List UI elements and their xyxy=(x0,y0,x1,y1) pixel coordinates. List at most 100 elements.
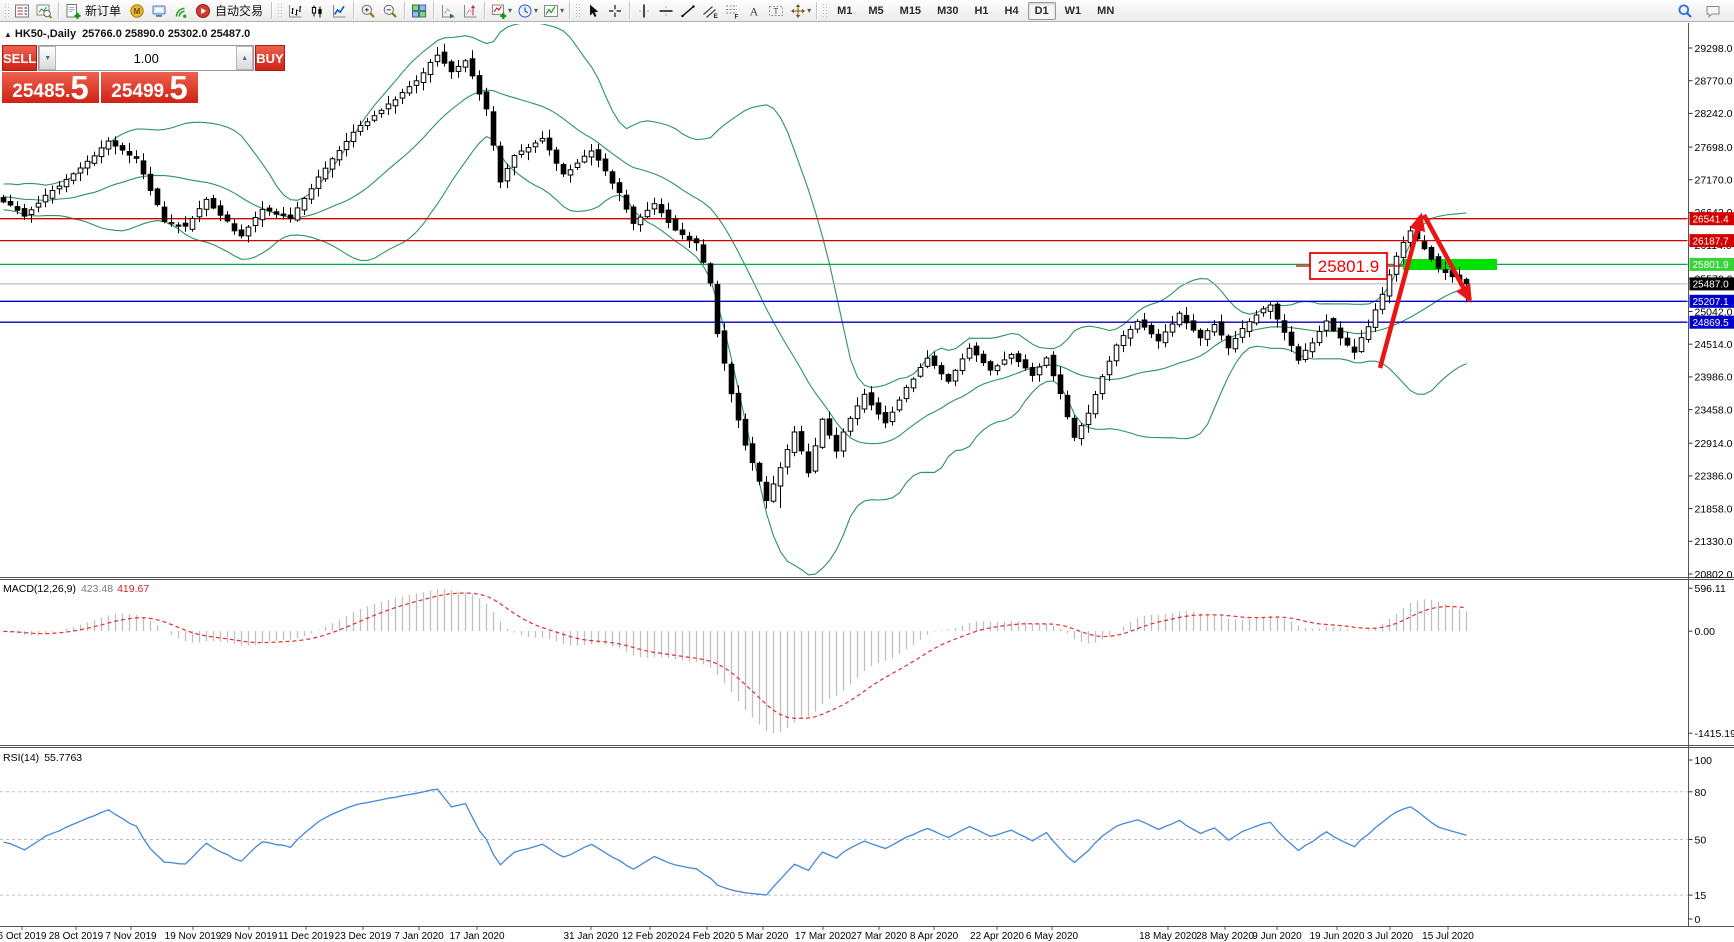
toolbar-drag-handle[interactable] xyxy=(277,3,283,18)
chart-ohlc-values: 25766.0 25890.0 25302.0 25487.0 xyxy=(82,28,251,40)
y-axis-tick-label: 21858.0 xyxy=(1695,503,1733,515)
candles-chart-icon[interactable] xyxy=(306,1,328,21)
periods-clock-icon[interactable] xyxy=(514,1,536,21)
line-chart-icon[interactable] xyxy=(328,1,350,21)
tile-windows-icon[interactable] xyxy=(408,1,430,21)
timeframe-w1-button[interactable]: W1 xyxy=(1064,4,1082,17)
toolbar-separator xyxy=(569,2,571,19)
dropdown-caret-icon[interactable]: ▾ xyxy=(534,6,539,15)
y-axis-tick-label: 24514.0 xyxy=(1695,339,1733,351)
collapse-icon[interactable]: ▲ xyxy=(4,30,12,39)
candle xyxy=(602,158,609,172)
new-order-label[interactable]: 新订单 xyxy=(85,4,122,18)
arrows-icon[interactable] xyxy=(787,1,809,21)
dropdown-caret-icon[interactable]: ▾ xyxy=(807,6,812,15)
timeframe-m30-button[interactable]: M30 xyxy=(937,4,959,17)
autotrading-icon[interactable] xyxy=(192,1,214,21)
sell-price[interactable]: 25485. 5 xyxy=(2,71,99,104)
zoom-out-icon[interactable] xyxy=(379,1,401,21)
timeframe-h4-button[interactable]: H4 xyxy=(1004,4,1019,17)
candle xyxy=(462,60,469,68)
timeframe-h1-button[interactable]: H1 xyxy=(974,4,989,17)
text-label-icon[interactable]: T xyxy=(765,1,787,21)
market-watch-icon[interactable] xyxy=(11,1,33,21)
candle xyxy=(1148,324,1155,335)
templates-icon[interactable] xyxy=(540,1,562,21)
candle xyxy=(595,149,602,161)
candle xyxy=(1176,312,1183,326)
toolbar-drag-handle[interactable] xyxy=(822,3,828,18)
toolbar-drag-handle[interactable] xyxy=(4,3,9,18)
candle xyxy=(35,202,42,208)
candle xyxy=(728,363,735,395)
candle xyxy=(238,229,245,237)
volume-input[interactable] xyxy=(56,46,237,70)
volume-decrease-button[interactable]: ▼ xyxy=(39,46,57,70)
search-icon[interactable] xyxy=(1674,1,1696,21)
cursor-icon[interactable] xyxy=(582,1,604,21)
timeframe-mn-button[interactable]: MN xyxy=(1097,4,1115,17)
candle xyxy=(805,451,812,474)
text-icon[interactable]: A xyxy=(743,1,765,21)
candle xyxy=(217,205,224,216)
candle xyxy=(434,54,441,63)
trendline-icon[interactable] xyxy=(677,1,699,21)
horizontal-line-icon[interactable] xyxy=(655,1,677,21)
vertical-line-icon[interactable] xyxy=(633,1,655,21)
timeframe-m15-button[interactable]: M15 xyxy=(899,4,922,17)
x-axis-date-label: 24 Feb 2020 xyxy=(679,931,736,942)
candle xyxy=(112,140,119,147)
sell-button[interactable]: SELL xyxy=(2,45,38,71)
auto-scroll-icon[interactable] xyxy=(437,1,459,21)
new-order-icon[interactable] xyxy=(62,1,84,21)
candle xyxy=(658,204,665,214)
candle xyxy=(490,111,497,146)
toolbar-right-icons xyxy=(1674,1,1732,21)
zoom-in-icon[interactable] xyxy=(357,1,379,21)
fibonacci-icon[interactable]: F xyxy=(721,1,743,21)
crosshair-icon[interactable] xyxy=(604,1,626,21)
volume-increase-button[interactable]: ▲ xyxy=(236,46,254,70)
price-badge-label: 26541.4 xyxy=(1693,215,1730,226)
macd-name: MACD(12,26,9) xyxy=(3,583,76,595)
autotrading-label[interactable]: 自动交易 xyxy=(215,4,264,18)
candle xyxy=(749,443,756,463)
signals-icon[interactable] xyxy=(170,1,192,21)
timeframe-m1-button[interactable]: M1 xyxy=(837,4,853,17)
terminal-icon[interactable] xyxy=(148,1,170,21)
chart-shift-icon[interactable] xyxy=(459,1,481,21)
buy-button[interactable]: BUY xyxy=(255,45,285,71)
price-badge xyxy=(1689,277,1734,291)
candle xyxy=(651,203,658,210)
candle xyxy=(714,284,721,335)
toolbar-drag-handle[interactable] xyxy=(575,3,581,18)
chat-icon[interactable] xyxy=(1702,1,1724,21)
buy-price[interactable]: 25499. 5 xyxy=(101,71,198,104)
candle xyxy=(1316,331,1323,344)
bars-chart-icon[interactable] xyxy=(284,1,306,21)
candle xyxy=(28,209,35,216)
dropdown-caret-icon[interactable]: ▾ xyxy=(508,6,513,15)
x-axis-date-label: 5 Mar 2020 xyxy=(738,931,789,942)
dropdown-caret-icon[interactable]: ▾ xyxy=(560,6,565,15)
navigator-icon[interactable] xyxy=(33,1,55,21)
candle xyxy=(175,224,182,227)
mql-community-icon[interactable]: M xyxy=(126,1,148,21)
annotation-arrow-down[interactable] xyxy=(1422,213,1472,304)
equidistant-channel-icon[interactable]: E xyxy=(699,1,721,21)
annotation-arrow-up[interactable] xyxy=(1377,212,1426,369)
svg-text:F: F xyxy=(735,13,739,19)
candle xyxy=(329,158,336,170)
candle xyxy=(1267,304,1274,312)
add-indicator-icon[interactable] xyxy=(488,1,510,21)
candle xyxy=(1162,331,1169,344)
timeframe-d1-button[interactable]: D1 xyxy=(1027,1,1056,20)
chart-title: ▲ HK50-,Daily 25766.0 25890.0 25302.0 2548… xyxy=(4,28,250,40)
x-axis-date-label: 6 May 2020 xyxy=(1026,931,1079,942)
timeframe-m5-button[interactable]: M5 xyxy=(868,4,884,17)
candle xyxy=(1078,425,1085,440)
candle xyxy=(1435,256,1442,269)
price-badge-label: 25487.0 xyxy=(1693,280,1730,291)
price-callout-box[interactable] xyxy=(1309,252,1388,280)
candle xyxy=(777,467,784,487)
